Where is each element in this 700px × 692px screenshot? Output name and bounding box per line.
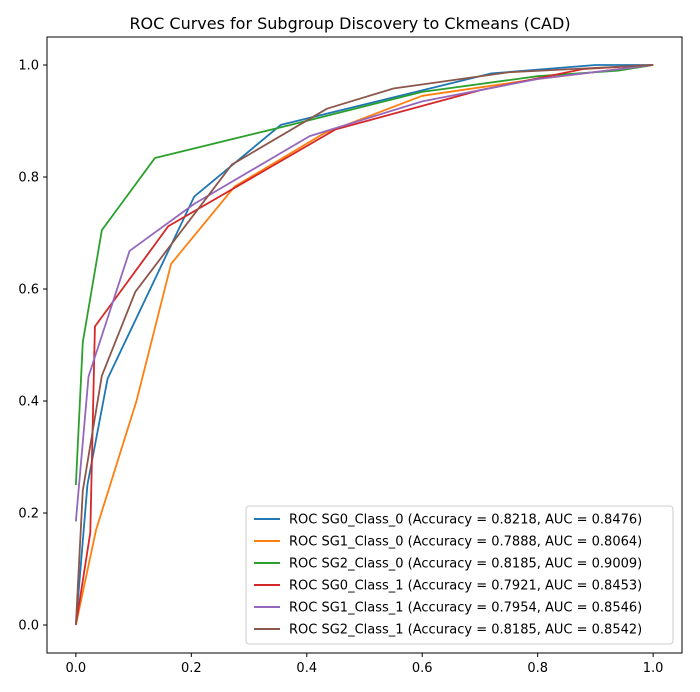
- plot-area: [46, 36, 683, 654]
- chart-title: ROC Curves for Subgroup Discovery to Ckm…: [129, 14, 570, 33]
- x-axis: 0.0 0.2 0.4 0.6 0.8 1.0: [66, 653, 664, 676]
- series-line-5: [74, 64, 654, 626]
- series-line-2: [74, 64, 654, 486]
- legend-label-2: ROC SG2_Class_0 (Accuracy = 0.8185, AUC …: [289, 557, 642, 572]
- y-axis: 0.0 0.2 0.4 0.6 0.8 1.0: [18, 59, 47, 634]
- legend-box: [245, 505, 674, 645]
- y-tick-label: 0.8: [18, 171, 39, 186]
- y-tick-label: 0.0: [18, 619, 39, 634]
- y-tick-label: 0.4: [18, 395, 39, 410]
- x-tick-label: 1.0: [643, 661, 664, 676]
- legend-label-3: ROC SG0_Class_1 (Accuracy = 0.7921, AUC …: [289, 579, 642, 594]
- legend-label-5: ROC SG2_Class_1 (Accuracy = 0.8185, AUC …: [289, 623, 642, 638]
- legend-label-1: ROC SG1_Class_0 (Accuracy = 0.7888, AUC …: [289, 535, 642, 550]
- x-tick-label: 0.8: [527, 661, 548, 676]
- x-tick-label: 0.6: [412, 661, 433, 676]
- x-tick-label: 0.4: [296, 661, 317, 676]
- y-tick-label: 0.2: [18, 507, 39, 522]
- series-line-1: [74, 64, 654, 626]
- series-line-3: [74, 64, 654, 626]
- y-tick-label: 1.0: [18, 59, 39, 74]
- plot-frame: [46, 36, 683, 654]
- legend-label-0: ROC SG0_Class_0 (Accuracy = 0.8218, AUC …: [289, 513, 642, 528]
- legend: ROC SG0_Class_0 (Accuracy = 0.8218, AUC …: [245, 505, 674, 645]
- x-tick-label: 0.0: [66, 661, 87, 676]
- y-tick-label: 0.6: [18, 283, 39, 298]
- series-line-4: [74, 64, 654, 522]
- legend-label-4: ROC SG1_Class_1 (Accuracy = 0.7954, AUC …: [289, 601, 642, 616]
- x-tick-label: 0.2: [181, 661, 202, 676]
